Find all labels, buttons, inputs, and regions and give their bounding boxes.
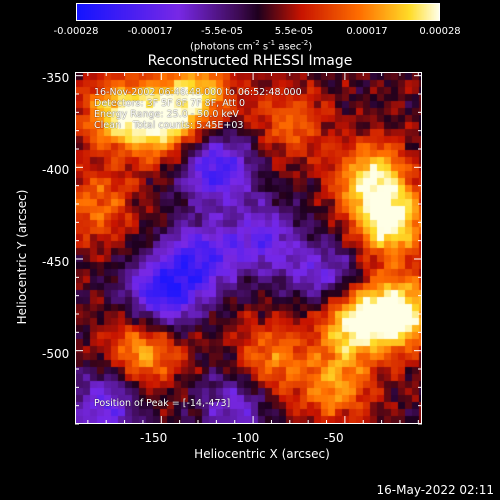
x-tick-label: -150 [140,431,168,445]
y-tick-label: -350 [42,71,70,85]
annotation-detectors: Detectors: 3F 5F 6F 7F 8F, Att 0 [94,98,246,109]
colorbar-tick-label: -0.00028 [53,26,99,37]
colorbar-tick-label: 0.00017 [346,26,388,37]
x-tick-label: -100 [232,431,260,445]
plot-area: 16-Nov-2002 06:46:48.000 to 06:52:48.000… [75,72,422,424]
annotation-clean-counts: Clean Total counts: 5.45E+03 [94,120,244,131]
colorbar-tick-label: -5.5e-05 [201,26,243,37]
annotation-peak-position: Position of Peak = [-14,-473] [94,398,231,409]
y-axis-label: Heliocentric Y (arcsec) [15,189,29,325]
datestamp: 16-May-2022 02:11 [376,483,494,497]
y-tick-label: -400 [42,163,70,177]
colorbar-tick-label: 5.5e-05 [274,26,314,37]
annotation-time-range: 16-Nov-2002 06:46:48.000 to 06:52:48.000 [94,87,302,98]
colorbar [76,3,440,21]
annotation-energy-range: Energy Range: 25.0 - 50.0 keV [94,109,239,120]
colorbar-gradient [77,4,439,20]
colorbar-tick-label: -0.00017 [127,26,173,37]
x-tick-label: -50 [324,431,344,445]
heatmap-image [76,73,421,423]
colorbar-unit-label: (photons cm-2 s-1 asec-2) [190,39,313,53]
y-tick-label: -450 [42,255,70,269]
x-axis-label: Heliocentric X (arcsec) [194,447,330,461]
y-tick-label: -500 [42,347,70,361]
chart-title: Reconstructed RHESSI Image [147,53,353,69]
colorbar-tick-label: 0.00028 [419,26,461,37]
